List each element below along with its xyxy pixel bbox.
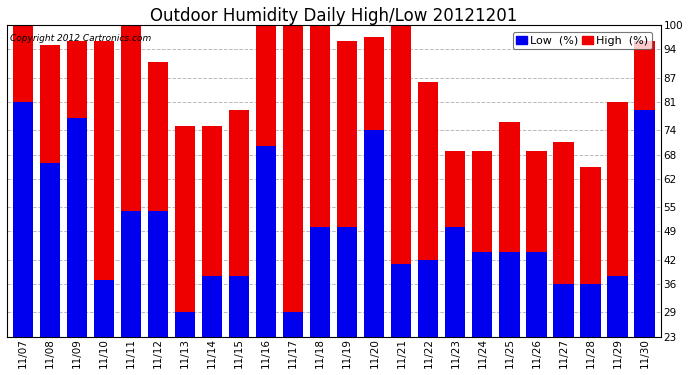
Bar	[337, 227, 357, 337]
Bar	[553, 142, 573, 337]
Bar	[40, 163, 60, 337]
Bar	[256, 25, 277, 337]
Bar	[580, 167, 600, 337]
Bar	[607, 102, 628, 337]
Bar	[526, 252, 546, 337]
Bar	[310, 227, 331, 337]
Bar	[283, 312, 304, 337]
Legend: Low  (%), High  (%): Low (%), High (%)	[513, 32, 652, 49]
Bar	[148, 211, 168, 337]
Bar	[418, 82, 438, 337]
Bar	[229, 276, 249, 337]
Bar	[283, 25, 304, 337]
Text: Copyright 2012 Cartronics.com: Copyright 2012 Cartronics.com	[10, 34, 152, 44]
Bar	[175, 126, 195, 337]
Bar	[121, 211, 141, 337]
Bar	[310, 25, 331, 337]
Bar	[391, 25, 411, 337]
Bar	[364, 130, 384, 337]
Bar	[580, 284, 600, 337]
Bar	[607, 276, 628, 337]
Bar	[13, 102, 33, 337]
Bar	[634, 110, 655, 337]
Bar	[364, 37, 384, 337]
Bar	[472, 252, 493, 337]
Bar	[40, 45, 60, 337]
Bar	[445, 227, 466, 337]
Title: Outdoor Humidity Daily High/Low 20121201: Outdoor Humidity Daily High/Low 20121201	[150, 7, 518, 25]
Bar	[337, 41, 357, 337]
Bar	[553, 284, 573, 337]
Bar	[418, 260, 438, 337]
Bar	[94, 280, 115, 337]
Bar	[94, 41, 115, 337]
Bar	[634, 41, 655, 337]
Bar	[391, 264, 411, 337]
Bar	[202, 276, 222, 337]
Bar	[500, 252, 520, 337]
Bar	[526, 150, 546, 337]
Bar	[256, 147, 277, 337]
Bar	[445, 150, 466, 337]
Bar	[500, 122, 520, 337]
Bar	[148, 62, 168, 337]
Bar	[67, 41, 88, 337]
Bar	[202, 126, 222, 337]
Bar	[67, 118, 88, 337]
Bar	[121, 25, 141, 337]
Bar	[13, 25, 33, 337]
Bar	[229, 110, 249, 337]
Bar	[175, 312, 195, 337]
Bar	[472, 150, 493, 337]
